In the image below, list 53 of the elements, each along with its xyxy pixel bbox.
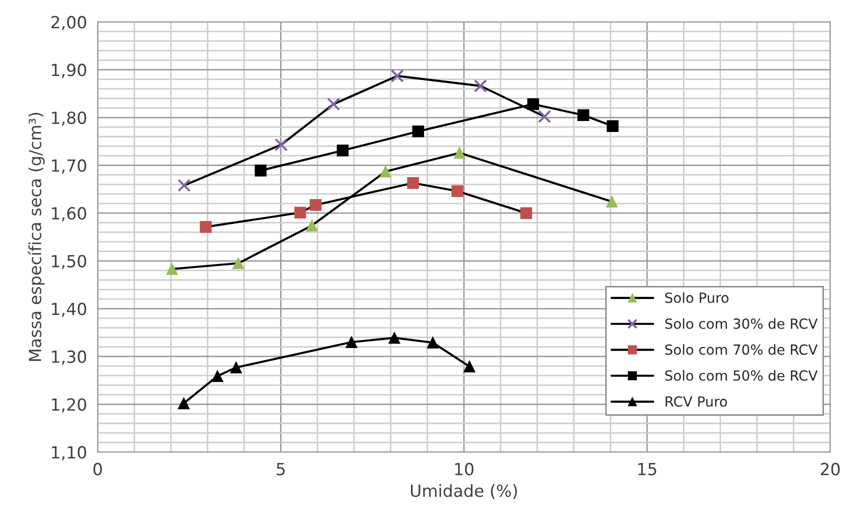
point bbox=[577, 109, 590, 122]
point bbox=[538, 110, 552, 124]
point bbox=[474, 79, 488, 93]
point bbox=[326, 98, 340, 111]
legend-label: Solo com 50% de RCV bbox=[665, 370, 818, 381]
y-tick-label: 1,10 bbox=[52, 446, 86, 460]
x-tick-label: 15 bbox=[638, 462, 656, 476]
x-axis-title: Umidade (%) bbox=[410, 484, 517, 500]
point bbox=[464, 360, 476, 372]
point bbox=[606, 120, 619, 132]
legend-label: RCV Puro bbox=[666, 396, 727, 407]
x-tick-label: 5 bbox=[276, 462, 285, 476]
point bbox=[212, 370, 224, 382]
point bbox=[310, 199, 322, 211]
point bbox=[200, 221, 212, 233]
y-axis-title: Massa específica seca (g/cm³) bbox=[28, 112, 45, 361]
point bbox=[380, 166, 392, 178]
legend-label: Solo com 30% de RCV bbox=[665, 318, 818, 329]
y-tick-label: 1,30 bbox=[52, 350, 86, 365]
point bbox=[178, 397, 190, 410]
point bbox=[294, 206, 306, 219]
y-tick-label: 1,80 bbox=[52, 111, 86, 126]
point bbox=[274, 138, 288, 152]
point bbox=[527, 98, 540, 110]
legend-label: Solo com 70% de RCV bbox=[665, 344, 818, 355]
point bbox=[390, 69, 404, 83]
point bbox=[606, 196, 618, 208]
point bbox=[178, 178, 191, 192]
y-tick-label: 1,70 bbox=[52, 159, 86, 174]
legend-label: Solo Puro bbox=[665, 292, 728, 303]
y-tick-label: 1,90 bbox=[52, 64, 86, 78]
point bbox=[454, 146, 466, 159]
point bbox=[166, 263, 178, 275]
point bbox=[346, 336, 358, 348]
point bbox=[451, 185, 464, 198]
point bbox=[230, 362, 242, 374]
y-tick-label: 1,60 bbox=[52, 207, 86, 222]
y-tick-label: 1,50 bbox=[52, 254, 86, 270]
point bbox=[388, 332, 400, 344]
point bbox=[407, 177, 419, 189]
x-tick-label: 20 bbox=[820, 462, 840, 476]
point bbox=[254, 164, 267, 176]
y-tick-label: 2,00 bbox=[51, 16, 86, 30]
point bbox=[412, 125, 424, 138]
x-tick-label: 0 bbox=[93, 462, 102, 476]
y-tick-label: 1,40 bbox=[52, 302, 86, 317]
point bbox=[306, 220, 318, 232]
point bbox=[426, 336, 439, 349]
point bbox=[336, 144, 349, 156]
x-tick-label: 10 bbox=[455, 462, 474, 476]
point bbox=[520, 207, 532, 219]
y-tick-label: 1,20 bbox=[52, 398, 86, 413]
point bbox=[232, 257, 244, 270]
